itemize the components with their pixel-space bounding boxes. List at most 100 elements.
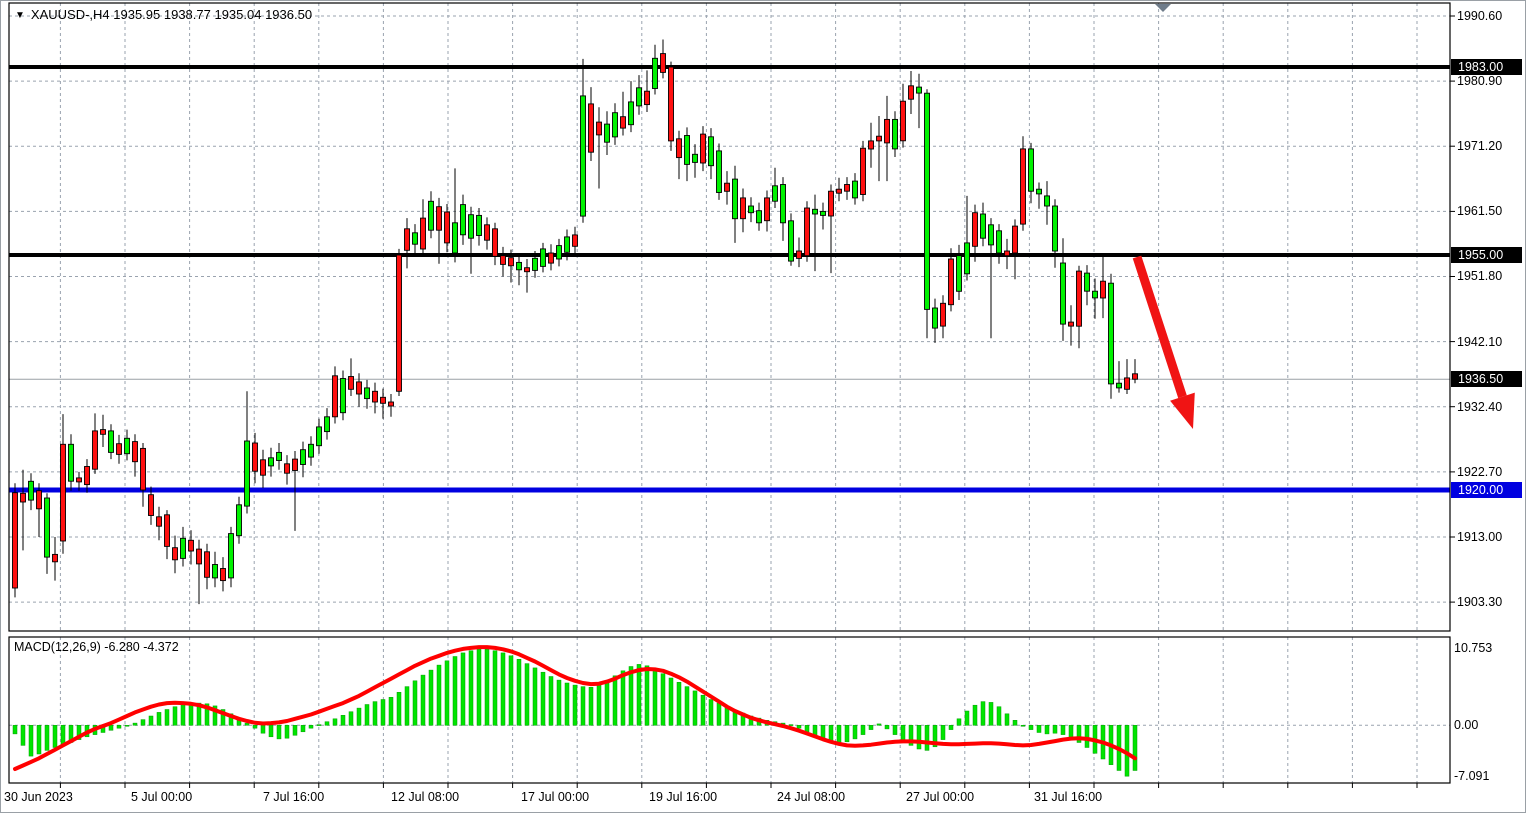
candle-body [676,138,682,159]
macd-hist-bar [868,725,874,730]
candle-body [1076,270,1082,327]
candle-body [212,564,218,579]
macd-hist-bar [628,666,634,726]
macd-hist-bar [900,725,906,741]
candle-body [772,185,778,202]
candle-body [92,430,98,470]
macd-hist-bar [188,702,194,726]
macd-hist-bar [796,725,802,729]
macd-hist-bar [52,725,58,748]
candle-body [596,121,602,136]
candle-body [20,492,26,503]
macd-hist-bar [836,725,842,743]
candle-body [12,492,18,589]
price-tick-label: 1961.50 [1457,204,1503,218]
macd-hist-bar [788,724,794,726]
macd-hist-bar [404,686,410,726]
candle-body [364,387,370,400]
candle-body [708,136,714,167]
candle-body [260,459,266,476]
candle-body [668,66,674,142]
candle-body [692,153,698,163]
candle-body [140,447,146,491]
macd-hist-bar [972,704,978,726]
macd-hist-bar [940,725,946,740]
macd-hist-bar [716,702,722,726]
macd-hist-bar [324,721,330,726]
candle-body [68,443,74,482]
candle-body [660,53,666,73]
macd-hist-bar [444,660,450,726]
macd-hist-bar [988,702,994,726]
candle-body [716,150,722,193]
candle-body [428,200,434,231]
trend-arrow-shaft[interactable] [1132,255,1187,399]
macd-hist-bar [1068,725,1074,739]
macd-hist-bar [44,725,50,751]
candle-body [1028,148,1034,192]
candle-body [1124,377,1130,390]
macd-hist-bar [436,664,442,726]
candle-body [556,245,562,260]
macd-hist-bar [172,706,178,726]
macd-signal-line [13,645,1137,771]
candle-body [380,396,386,404]
candle-body [844,184,850,192]
candle-body [876,135,882,142]
price-tick-label: 1922.70 [1457,465,1503,479]
candle-body [300,449,306,465]
candle-body [892,118,898,150]
macd-hist-bar [828,725,834,742]
macd-hist-bar [500,652,506,726]
macd-hist-bar [652,669,658,726]
macd-hist-bar [220,709,226,726]
candle-body [948,258,954,306]
macd-hist-bar [164,709,170,726]
shift-marker-icon[interactable] [1155,4,1171,12]
candle-body [908,85,914,100]
macd-hist-bar [252,725,258,729]
candle-body [460,204,466,236]
macd-hist-bar [340,715,346,726]
macd-hist-bar [1132,725,1138,771]
macd-hist-bar [452,656,458,726]
candle-body [1084,272,1090,292]
candle-body [196,548,202,565]
macd-hist-bar [140,719,146,726]
candle-body [492,228,498,257]
candle-body [324,416,330,433]
macd-hist-bar [396,692,402,726]
candle-body [444,211,450,244]
symbol-ohlc-label: ▼ XAUUSD-,H4 1935.95 1938.77 1935.04 1936… [15,7,312,22]
time-tick-label: 24 Jul 08:00 [777,790,846,804]
macd-hist-bar [156,712,162,726]
candle-body [1012,225,1018,254]
macd-hist-bar [996,706,1002,726]
candle-body [340,378,346,414]
macd-hist-bar [364,704,370,726]
candle-body [764,197,770,222]
price-tick-label: 1932.40 [1457,400,1503,414]
candle-body [284,463,290,474]
trend-arrow-head[interactable] [1170,392,1195,429]
candle-body [804,207,810,257]
macd-hist-bar [348,711,354,726]
candle-body [404,228,410,251]
candle-body [748,205,754,214]
macd-hist-bar [676,682,682,726]
price-tick-label: 1903.30 [1457,595,1503,609]
candle-body [612,112,618,138]
macd-hist-bar [380,699,386,726]
symbol-dropdown-icon[interactable]: ▼ [15,10,25,21]
candle-body [652,57,658,89]
macd-hist-bar [428,669,434,726]
price-level-tag: 1920.00 [1451,482,1522,498]
macd-hist-bar [356,707,362,726]
macd-hist-bar [620,670,626,726]
macd-tick-label: -7.091 [1454,769,1490,783]
macd-hist-bar [804,725,810,733]
macd-hist-bar [892,725,898,735]
candle-body [44,497,50,558]
price-tick-label: 1942.10 [1457,335,1503,349]
